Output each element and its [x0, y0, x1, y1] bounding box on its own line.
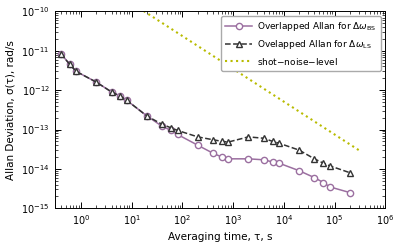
Ovelapped Allan for $\Delta\omega_{\mathrm{LS}}$: [270, 140, 275, 143]
Ovelapped Allan for $\Delta\omega_{\mathrm{LS}}$: [160, 123, 165, 126]
Ovelapped Allan for $\Delta\omega_{\mathrm{LS}}$: [144, 115, 149, 118]
Ovelapped Allan for $\Delta\omega_{\mathrm{LS}}$: [312, 157, 317, 160]
Ovelapped Allan for $\Delta\omega_{\mathrm{LS}}$: [226, 141, 231, 144]
Ovelapped Allan for $\Delta\omega_{\mathrm{LS}}$: [327, 164, 332, 167]
Ovelapped Allan for $\Delta\omega_{\mathrm{LS}}$: [321, 162, 326, 165]
Legend: Overlapped Allan for $\Delta\omega_{\mathrm{BS}}$, Ovelapped Allan for $\Delta\o: Overlapped Allan for $\Delta\omega_{\mat…: [221, 16, 381, 71]
Overlapped Allan for $\Delta\omega_{\mathrm{BS}}$: [270, 160, 275, 163]
Ovelapped Allan for $\Delta\omega_{\mathrm{LS}}$: [220, 140, 224, 143]
Overlapped Allan for $\Delta\omega_{\mathrm{BS}}$: [327, 185, 332, 188]
Overlapped Allan for $\Delta\omega_{\mathrm{BS}}$: [175, 133, 180, 136]
Overlapped Allan for $\Delta\omega_{\mathrm{BS}}$: [169, 129, 174, 132]
Overlapped Allan for $\Delta\omega_{\mathrm{BS}}$: [94, 81, 99, 84]
Overlapped Allan for $\Delta\omega_{\mathrm{BS}}$: [220, 155, 224, 158]
Ovelapped Allan for $\Delta\omega_{\mathrm{LS}}$: [297, 149, 302, 152]
Overlapped Allan for $\Delta\omega_{\mathrm{BS}}$: [246, 157, 251, 160]
X-axis label: Averaging time, τ, s: Averaging time, τ, s: [168, 232, 272, 243]
Ovelapped Allan for $\Delta\omega_{\mathrm{LS}}$: [67, 63, 72, 66]
Overlapped Allan for $\Delta\omega_{\mathrm{BS}}$: [276, 162, 281, 165]
Overlapped Allan for $\Delta\omega_{\mathrm{BS}}$: [118, 95, 123, 98]
Ovelapped Allan for $\Delta\omega_{\mathrm{LS}}$: [195, 135, 200, 138]
Ovelapped Allan for $\Delta\omega_{\mathrm{LS}}$: [109, 91, 114, 93]
Ovelapped Allan for $\Delta\omega_{\mathrm{LS}}$: [74, 70, 78, 73]
Overlapped Allan for $\Delta\omega_{\mathrm{BS}}$: [312, 176, 317, 179]
Overlapped Allan for $\Delta\omega_{\mathrm{BS}}$: [58, 52, 63, 55]
Ovelapped Allan for $\Delta\omega_{\mathrm{LS}}$: [261, 137, 266, 140]
Overlapped Allan for $\Delta\omega_{\mathrm{BS}}$: [144, 115, 149, 118]
Line: Ovelapped Allan for $\Delta\omega_{\mathrm{LS}}$: Ovelapped Allan for $\Delta\omega_{\math…: [57, 50, 353, 176]
Ovelapped Allan for $\Delta\omega_{\mathrm{LS}}$: [276, 142, 281, 145]
Overlapped Allan for $\Delta\omega_{\mathrm{BS}}$: [226, 157, 231, 160]
Overlapped Allan for $\Delta\omega_{\mathrm{BS}}$: [297, 169, 302, 172]
Line: Overlapped Allan for $\Delta\omega_{\mathrm{BS}}$: Overlapped Allan for $\Delta\omega_{\mat…: [58, 50, 353, 196]
Ovelapped Allan for $\Delta\omega_{\mathrm{LS}}$: [118, 95, 123, 98]
Overlapped Allan for $\Delta\omega_{\mathrm{BS}}$: [195, 144, 200, 147]
Ovelapped Allan for $\Delta\omega_{\mathrm{LS}}$: [175, 129, 180, 132]
Overlapped Allan for $\Delta\omega_{\mathrm{BS}}$: [261, 158, 266, 161]
Y-axis label: Allan Deviation, σ(τ), rad/s: Allan Deviation, σ(τ), rad/s: [6, 40, 16, 180]
Overlapped Allan for $\Delta\omega_{\mathrm{BS}}$: [109, 91, 114, 93]
Ovelapped Allan for $\Delta\omega_{\mathrm{LS}}$: [124, 99, 129, 102]
Overlapped Allan for $\Delta\omega_{\mathrm{BS}}$: [67, 63, 72, 66]
Ovelapped Allan for $\Delta\omega_{\mathrm{LS}}$: [58, 52, 63, 55]
Ovelapped Allan for $\Delta\omega_{\mathrm{LS}}$: [94, 81, 99, 84]
Ovelapped Allan for $\Delta\omega_{\mathrm{LS}}$: [348, 171, 352, 174]
Overlapped Allan for $\Delta\omega_{\mathrm{BS}}$: [160, 125, 165, 128]
Overlapped Allan for $\Delta\omega_{\mathrm{BS}}$: [210, 152, 215, 155]
Overlapped Allan for $\Delta\omega_{\mathrm{BS}}$: [348, 191, 352, 194]
Ovelapped Allan for $\Delta\omega_{\mathrm{LS}}$: [210, 138, 215, 141]
Ovelapped Allan for $\Delta\omega_{\mathrm{LS}}$: [169, 126, 174, 129]
Ovelapped Allan for $\Delta\omega_{\mathrm{LS}}$: [246, 135, 251, 138]
Overlapped Allan for $\Delta\omega_{\mathrm{BS}}$: [321, 181, 326, 184]
Overlapped Allan for $\Delta\omega_{\mathrm{BS}}$: [124, 99, 129, 102]
Overlapped Allan for $\Delta\omega_{\mathrm{BS}}$: [74, 70, 78, 73]
